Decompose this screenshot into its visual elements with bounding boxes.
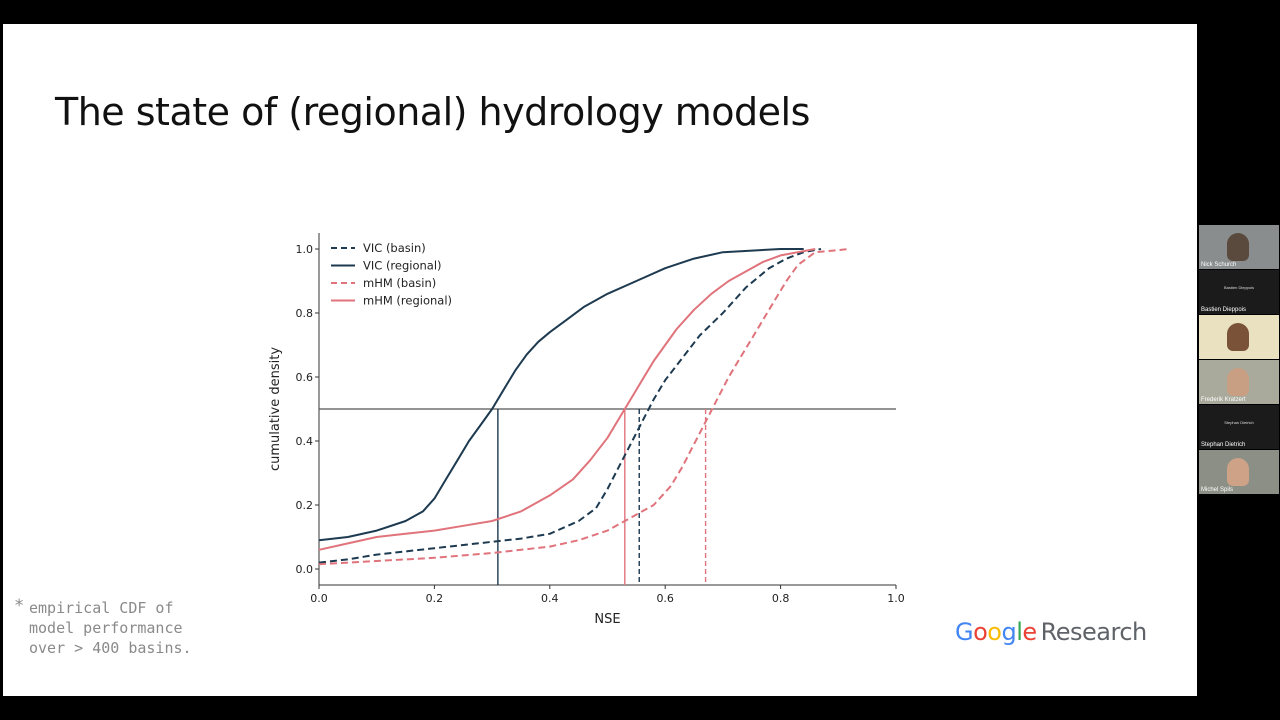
y-tick-label: 0.0 bbox=[296, 563, 314, 576]
participant-tile[interactable]: Nick Schurch bbox=[1199, 225, 1279, 269]
participant-tile[interactable]: Michel Spils bbox=[1199, 450, 1279, 494]
x-tick-label: 0.0 bbox=[310, 592, 328, 605]
series-line bbox=[318, 248, 850, 566]
x-tick-label: 0.2 bbox=[426, 592, 444, 605]
footnote-line: empirical CDF of bbox=[29, 599, 174, 617]
y-tick-label: 1.0 bbox=[296, 243, 314, 256]
participant-tile[interactable]: Frederik Kratzert bbox=[1199, 360, 1279, 404]
y-tick-label: 0.2 bbox=[296, 499, 314, 512]
footnote-line: model performance bbox=[29, 619, 183, 637]
series-layer bbox=[318, 248, 850, 566]
participant-name: Stephan Dietrich bbox=[1201, 442, 1246, 448]
y-axis-label: cumulative density bbox=[268, 347, 283, 471]
participant-video bbox=[1227, 233, 1249, 261]
participant-tile[interactable] bbox=[1199, 315, 1279, 359]
participant-video bbox=[1227, 458, 1249, 486]
reference-lines bbox=[319, 408, 896, 585]
y-tick-label: 0.6 bbox=[296, 371, 314, 384]
slide-title: The state of (regional) hydrology models bbox=[55, 90, 810, 134]
legend-label: mHM (basin) bbox=[363, 276, 436, 290]
google-research-logo: Google Research bbox=[955, 618, 1147, 646]
y-tick-label: 0.8 bbox=[296, 307, 314, 320]
y-tick-label: 0.4 bbox=[296, 435, 314, 448]
participant-placeholder-name: Stephan Dietrich bbox=[1224, 420, 1254, 425]
participant-tile[interactable]: Stephan Dietrich Stephan Dietrich bbox=[1199, 405, 1279, 449]
footnote: * empirical CDF of model performance ove… bbox=[14, 596, 192, 658]
participant-name: Michel Spils bbox=[1201, 487, 1234, 493]
participant-strip: Nick Schurch Bastien Dieppois Bastien Diep… bbox=[1199, 225, 1280, 495]
participant-name: Bastien Dieppois bbox=[1201, 307, 1247, 313]
google-wordmark: Google bbox=[955, 618, 1037, 646]
participant-placeholder-name: Bastien Dieppois bbox=[1223, 285, 1255, 290]
participant-video bbox=[1227, 368, 1249, 396]
series-line bbox=[318, 248, 816, 551]
x-tick-label: 0.8 bbox=[772, 592, 790, 605]
participant-name: Nick Schurch bbox=[1201, 262, 1237, 268]
research-wordmark: Research bbox=[1040, 618, 1148, 646]
x-tick-label: 1.0 bbox=[887, 592, 905, 605]
footnote-marker: * bbox=[14, 596, 25, 616]
participant-video bbox=[1227, 323, 1249, 351]
legend-label: VIC (regional) bbox=[363, 259, 442, 273]
series-line bbox=[318, 248, 822, 564]
participant-tile[interactable]: Bastien Dieppois Bastien Dieppois bbox=[1199, 270, 1279, 314]
x-tick-label: 0.4 bbox=[541, 592, 559, 605]
cdf-chart: 0.0 0.2 0.4 0.6 0.8 1.0 0.0 0.2 0.4 0.6 0.8 1.0 NSE c… bbox=[268, 233, 905, 627]
x-tick-label: 0.6 bbox=[656, 592, 674, 605]
series-line bbox=[318, 248, 804, 542]
chart-legend: VIC (basin) VIC (regional) mHM (basin) mHM … bbox=[331, 241, 452, 308]
legend-label: mHM (regional) bbox=[363, 294, 452, 308]
legend-label: VIC (basin) bbox=[363, 241, 426, 255]
footnote-line: over > 400 basins. bbox=[29, 639, 192, 657]
slide: The state of (regional) hydrology models… bbox=[3, 24, 1197, 696]
participant-name: Frederik Kratzert bbox=[1201, 397, 1246, 403]
chart-axes: 0.0 0.2 0.4 0.6 0.8 1.0 0.0 0.2 0.4 0.6 0.8 1.0 NSE c… bbox=[268, 233, 905, 627]
x-axis-label: NSE bbox=[594, 612, 620, 627]
